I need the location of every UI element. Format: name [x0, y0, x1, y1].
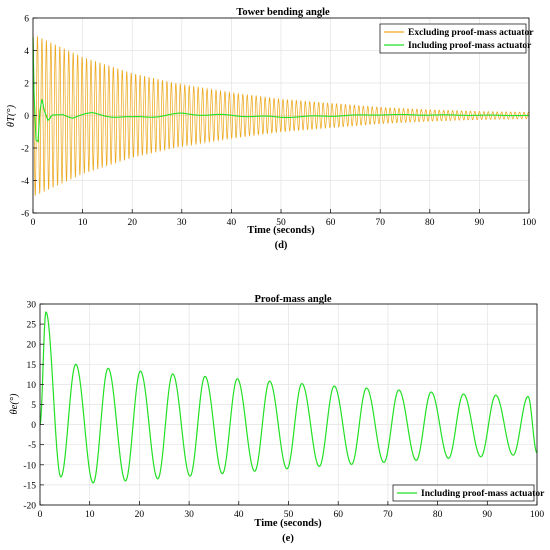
tick-label-y-tower: 2 [24, 80, 29, 90]
tick-label-y-tower: -2 [21, 145, 29, 155]
legend-box-proof-mass [392, 484, 535, 502]
x-axis-label-tower: Time (seconds) [247, 225, 315, 236]
tick-label-y-proof-mass: -5 [28, 441, 36, 451]
tower-bending-chart: Tower bending angle 0 10 20 30 40 50 60 70 80 90 1… [6, 7, 536, 251]
series-layer-tower [32, 34, 530, 196]
tick-label-y-proof-mass: 10 [27, 381, 37, 391]
ticks-proof-mass: 0 10 20 30 40 50 60 70 80 90 100 -20 -15 -10 -5 0 5 10 15 2… [23, 301, 544, 521]
tick-label-y-proof-mass: -15 [23, 481, 36, 491]
chart-title-proof-mass: Proof-mass angle [254, 294, 331, 305]
tick-label-x-tower: 0 [31, 218, 36, 228]
legend-box-tower [379, 23, 527, 54]
tick-label-x-tower: 80 [425, 218, 435, 228]
tick-label-y-proof-mass: 30 [27, 301, 37, 311]
tick-label-x-proof-mass: 10 [85, 510, 95, 520]
tick-label-x-proof-mass: 60 [333, 510, 343, 520]
legend-label-including-tower: Including proof-mass actuator [408, 41, 532, 51]
tick-label-y-proof-mass: -10 [23, 461, 36, 471]
tick-label-x-tower: 70 [375, 218, 385, 228]
tick-label-x-proof-mass: 70 [383, 510, 393, 520]
tick-label-y-tower: 4 [24, 47, 29, 57]
x-axis-label-proof-mass: Time (seconds) [254, 518, 322, 529]
series-line-including-proof-mass [39, 311, 538, 484]
y-axis-label-proof-mass: θe(°) [9, 393, 20, 415]
y-axis-label-tower: θT(°) [6, 104, 17, 127]
tick-label-y-tower: 0 [24, 112, 29, 122]
caption-d: (d) [275, 240, 288, 251]
tick-label-x-tower: 40 [227, 218, 237, 228]
proof-mass-chart: Proof-mass angle 0 10 20 30 40 50 60 70 80 90 100-… [9, 294, 545, 544]
tick-label-x-tower: 30 [177, 218, 187, 228]
series-layer-proof-mass [39, 311, 538, 484]
tick-label-x-proof-mass: 80 [433, 510, 443, 520]
tick-label-x-proof-mass: 30 [184, 510, 194, 520]
tick-label-y-proof-mass: 15 [27, 361, 37, 371]
tick-label-y-proof-mass: -20 [23, 502, 36, 512]
tick-label-x-tower: 100 [522, 218, 537, 228]
tick-label-x-tower: 60 [326, 218, 336, 228]
series-line-excluding [32, 34, 530, 196]
legend-proof-mass: Including proof-mass actuator [392, 484, 545, 502]
tick-label-x-tower: 50 [276, 218, 286, 228]
tick-label-x-proof-mass: 20 [135, 510, 145, 520]
legend-tower: Excluding proof-mass actuator Including … [379, 23, 534, 54]
tick-label-y-proof-mass: 25 [27, 321, 37, 331]
tick-label-y-proof-mass: 0 [31, 421, 36, 431]
tick-label-x-proof-mass: 40 [234, 510, 244, 520]
ticks-tower: 0 10 20 30 40 50 60 70 80 90 100 -6 -4 -2 0 2 4 6 [21, 15, 536, 229]
chart-title-tower: Tower bending angle [236, 7, 330, 18]
legend-label-excluding: Excluding proof-mass actuator [408, 28, 534, 38]
tick-label-x-proof-mass: 50 [284, 510, 294, 520]
tick-label-x-tower: 90 [475, 218, 485, 228]
tick-label-x-proof-mass: 0 [38, 510, 43, 520]
tick-label-y-tower: 6 [24, 15, 29, 25]
tick-label-x-tower: 20 [127, 218, 137, 228]
tick-label-y-tower: -6 [21, 210, 29, 220]
tick-label-y-proof-mass: 20 [27, 341, 37, 351]
tick-label-x-proof-mass: 100 [530, 510, 545, 520]
tick-label-x-tower: 10 [78, 218, 88, 228]
caption-e: (e) [282, 533, 294, 544]
tick-label-y-tower: -4 [21, 177, 29, 187]
legend-label-including-proof-mass: Including proof-mass actuator [421, 489, 545, 499]
tick-label-y-proof-mass: 5 [31, 401, 36, 411]
tick-label-x-proof-mass: 90 [483, 510, 493, 520]
series-line-including-tower [32, 37, 529, 143]
